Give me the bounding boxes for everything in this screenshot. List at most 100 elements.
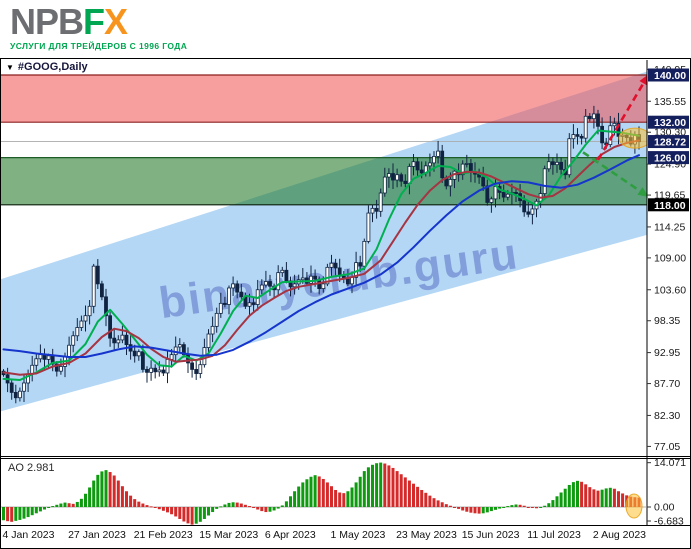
bear-candle-body	[108, 315, 112, 339]
candle	[600, 117, 604, 150]
ao-bar	[190, 507, 194, 525]
ao-bar	[514, 504, 518, 507]
bull-candle-body	[542, 168, 547, 194]
bear-candle-body	[333, 262, 338, 269]
ao-bar	[469, 507, 473, 513]
ao-bar	[10, 507, 14, 522]
price-line-label-box	[648, 151, 689, 165]
bear-candle-body	[9, 382, 14, 393]
bull-candle-body	[362, 240, 367, 267]
bull-candle-body	[136, 351, 141, 357]
price-line-label-box	[648, 68, 689, 82]
bull-candle-body	[530, 208, 535, 215]
bear-candle-body	[112, 337, 117, 344]
candle	[362, 238, 367, 271]
chart-symbol-header[interactable]: ▼ #GOOG,Daily	[6, 61, 88, 73]
bear-candle-body	[559, 161, 563, 170]
ao-bar	[522, 505, 526, 507]
candle	[427, 153, 432, 177]
ao-bar	[14, 507, 18, 521]
ao-bar	[309, 476, 313, 507]
ao-bar	[211, 507, 215, 513]
candle	[91, 263, 96, 314]
date-label: 27 Jan 2023	[68, 529, 126, 541]
bull-candle-body	[350, 276, 354, 285]
bear-candle-body	[551, 161, 555, 166]
ao-bar	[252, 507, 256, 508]
candle	[399, 172, 404, 187]
bear-candle-body	[468, 163, 473, 173]
ao-bar	[366, 467, 370, 507]
candle	[120, 325, 125, 344]
ao-indicator-name: AO	[8, 462, 24, 474]
ao-bar	[547, 503, 551, 507]
candle	[460, 160, 465, 180]
ao-bar	[186, 507, 190, 524]
ao-bar	[71, 503, 75, 507]
ao-bar	[576, 480, 579, 507]
bear-candle-body	[161, 369, 166, 374]
candle	[583, 109, 588, 143]
bear-candle-body	[284, 269, 289, 282]
candle	[280, 266, 285, 277]
candle	[116, 335, 121, 348]
bull-candle-body	[67, 344, 71, 357]
price-tick-label: 109.00	[654, 252, 686, 264]
ao-bar	[161, 507, 165, 511]
ao-bar	[354, 482, 358, 507]
ma-slow-line	[2, 154, 640, 358]
bear-candle-body	[575, 134, 580, 137]
candle	[13, 384, 18, 404]
candle	[415, 158, 420, 178]
ao-bar	[166, 507, 169, 513]
bear-candle-body	[140, 351, 145, 370]
bear-candle-body	[600, 125, 604, 144]
ao-bar	[448, 505, 452, 507]
ao-bar	[334, 489, 338, 507]
goog-daily-chart[interactable]: binaryclub.guru140.95135.55130.30124.901…	[1, 59, 690, 548]
candle	[403, 174, 408, 188]
ao-bar	[153, 507, 157, 508]
price-tick-label: 82.30	[654, 410, 680, 422]
bull-candle-body	[448, 179, 453, 187]
ao-bar	[207, 507, 210, 516]
candle	[153, 364, 158, 379]
chart-window[interactable]: binaryclub.guru140.95135.55130.30124.901…	[0, 58, 691, 549]
candle	[104, 288, 108, 327]
candle	[284, 262, 289, 284]
bull-candle-body	[231, 283, 236, 289]
ao-bar	[248, 506, 251, 508]
ao-bar	[174, 507, 178, 517]
candle	[370, 204, 375, 223]
bear-candle-body	[399, 174, 404, 182]
candle	[54, 361, 59, 377]
bull-candle-body	[592, 113, 596, 120]
ao-bar	[104, 470, 108, 507]
ao-bar	[535, 507, 538, 509]
ao-bar	[194, 507, 198, 524]
ao-bar	[559, 492, 563, 507]
bear-candle-body	[440, 150, 445, 179]
bull-candle-body	[436, 150, 441, 157]
ao-bar	[358, 476, 362, 507]
ao-bar	[84, 493, 87, 507]
bear-candle-body	[100, 283, 104, 298]
ao-bar	[428, 495, 432, 507]
bull-candle-body	[263, 281, 268, 286]
chevron-down-icon[interactable]: ▼	[6, 63, 14, 72]
ao-bar	[18, 507, 22, 520]
date-label: 15 Jun 2023	[462, 529, 520, 541]
ao-bar	[600, 489, 604, 507]
ao-bar	[280, 505, 284, 507]
bear-arrow-shaft	[582, 151, 644, 194]
ao-bar	[543, 505, 547, 507]
price-line-label-box	[648, 115, 689, 129]
ao-bar	[100, 471, 104, 507]
ao-indicator-value: 2.981	[26, 462, 55, 474]
ma-fast-line	[2, 129, 640, 381]
ao-bar	[182, 507, 186, 522]
ao-bar	[621, 493, 625, 507]
candle	[374, 199, 379, 219]
ao-bar	[301, 482, 305, 507]
candle	[542, 165, 547, 199]
